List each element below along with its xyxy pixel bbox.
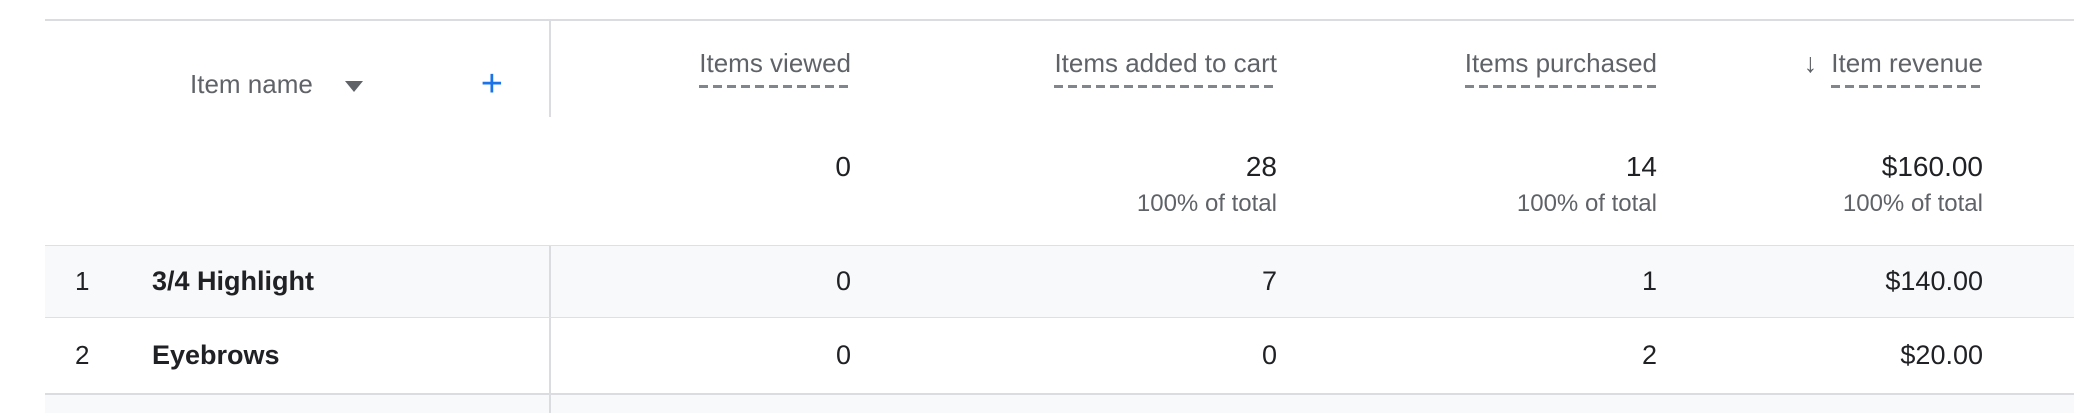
total-item-revenue-percent: 100% of total bbox=[1842, 190, 1983, 217]
column-header-items-viewed: Items viewed 0 bbox=[551, 21, 851, 245]
dropdown-arrow-icon bbox=[344, 80, 363, 92]
column-header-item-revenue: ↓ Item revenue $160.00 100% of total bbox=[1657, 21, 1983, 245]
column-header-label[interactable]: Items viewed bbox=[699, 48, 851, 88]
dimension-header-cell: Item name + bbox=[45, 21, 551, 117]
row-index: 2 bbox=[75, 340, 90, 370]
column-header-label[interactable]: Items added to cart bbox=[1054, 48, 1277, 88]
total-items-viewed: 0 bbox=[835, 151, 851, 182]
item-name-dimension-selector[interactable]: Item name bbox=[190, 69, 363, 100]
items-purchased-cell: 1 bbox=[1641, 266, 1657, 296]
dimension-label: Item name bbox=[190, 68, 313, 99]
total-items-added-to-cart: 28 bbox=[1245, 151, 1277, 182]
add-dimension-button[interactable]: + bbox=[481, 65, 503, 103]
column-header-label[interactable]: Items purchased bbox=[1464, 48, 1657, 88]
table-row-partial bbox=[45, 395, 2074, 413]
item-name: 3/4 Highlight bbox=[152, 266, 314, 296]
row-index: 1 bbox=[75, 266, 90, 296]
column-header-items-added-to-cart: Items added to cart 28 100% of total bbox=[851, 21, 1277, 245]
total-items-added-to-cart-percent: 100% of total bbox=[1136, 190, 1277, 217]
items-report-table: Item name + Items viewed 0 Items added t… bbox=[45, 19, 2074, 413]
table-row: 2 Eyebrows 0 0 2 $20.00 bbox=[45, 318, 2074, 395]
total-items-purchased-percent: 100% of total bbox=[1516, 190, 1657, 217]
item-name-cell: 2 Eyebrows bbox=[45, 318, 551, 393]
items-viewed-cell: 0 bbox=[835, 266, 851, 296]
table-header: Item name + Items viewed 0 Items added t… bbox=[45, 21, 2074, 246]
total-items-purchased: 14 bbox=[1625, 151, 1657, 182]
header-spacer bbox=[1983, 21, 2074, 245]
item-name: Eyebrows bbox=[152, 340, 280, 370]
items-viewed-cell: 0 bbox=[835, 340, 851, 370]
row-spacer bbox=[1983, 318, 2074, 393]
column-header-label[interactable]: Item revenue bbox=[1831, 48, 1983, 88]
table-row: 1 3/4 Highlight 0 7 1 $140.00 bbox=[45, 246, 2074, 318]
item-name-cell bbox=[45, 395, 551, 413]
row-spacer bbox=[1983, 246, 2074, 317]
item-revenue-cell: $20.00 bbox=[1900, 340, 1983, 370]
total-item-revenue: $160.00 bbox=[1881, 151, 1983, 182]
items-added-to-cart-cell: 7 bbox=[1261, 266, 1277, 296]
items-added-to-cart-cell: 0 bbox=[1261, 340, 1277, 370]
item-revenue-cell: $140.00 bbox=[1885, 266, 1983, 296]
column-header-items-purchased: Items purchased 14 100% of total bbox=[1277, 21, 1657, 245]
sort-descending-icon: ↓ bbox=[1803, 48, 1818, 78]
items-purchased-cell: 2 bbox=[1641, 340, 1657, 370]
plus-icon: + bbox=[480, 63, 503, 105]
item-name-cell: 1 3/4 Highlight bbox=[45, 246, 551, 317]
